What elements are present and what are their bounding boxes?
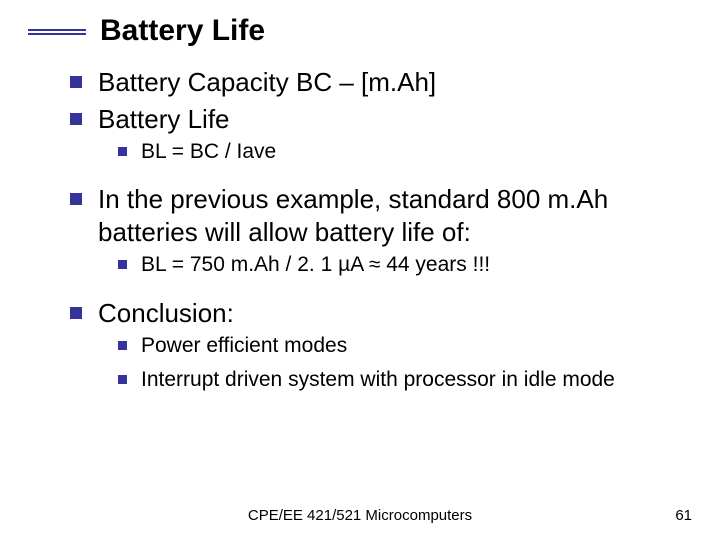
title-accent-stripes <box>28 29 86 33</box>
bullet-level1: In the previous example, standard 800 m.… <box>70 183 690 248</box>
title-bar: Battery Life <box>0 0 720 58</box>
bullet-level1: Battery Life <box>70 103 690 136</box>
bullet-level1: Battery Capacity BC – [m.Ah] <box>70 66 690 99</box>
bullet-level2: BL = 750 m.Ah / 2. 1 µA ≈ 44 years !!! <box>118 252 690 278</box>
square-bullet-icon <box>70 193 82 205</box>
bullet-text: Conclusion: <box>98 297 234 330</box>
slide-title: Battery Life <box>100 14 265 48</box>
bullet-text: In the previous example, standard 800 m.… <box>98 183 690 248</box>
bullet-text: Battery Capacity BC – [m.Ah] <box>98 66 436 99</box>
bullet-text: BL = 750 m.Ah / 2. 1 µA ≈ 44 years !!! <box>141 252 490 278</box>
square-bullet-icon <box>70 113 82 125</box>
bullet-level2: Power efficient modes <box>118 333 690 359</box>
square-bullet-icon <box>118 260 127 269</box>
bullet-text: Interrupt driven system with processor i… <box>141 367 615 393</box>
square-bullet-icon <box>70 76 82 88</box>
slide-content: Battery Capacity BC – [m.Ah] Battery Lif… <box>0 58 720 394</box>
bullet-level2: Interrupt driven system with processor i… <box>118 367 690 393</box>
square-bullet-icon <box>118 341 127 350</box>
bullet-level2: BL = BC / Iave <box>118 139 690 165</box>
page-number: 61 <box>675 507 692 524</box>
bullet-text: BL = BC / Iave <box>141 139 276 165</box>
bullet-text: Power efficient modes <box>141 333 347 359</box>
square-bullet-icon <box>118 147 127 156</box>
bullet-text: Battery Life <box>98 103 230 136</box>
footer-text: CPE/EE 421/521 Microcomputers <box>0 507 720 524</box>
square-bullet-icon <box>70 307 82 319</box>
bullet-level1: Conclusion: <box>70 297 690 330</box>
square-bullet-icon <box>118 375 127 384</box>
